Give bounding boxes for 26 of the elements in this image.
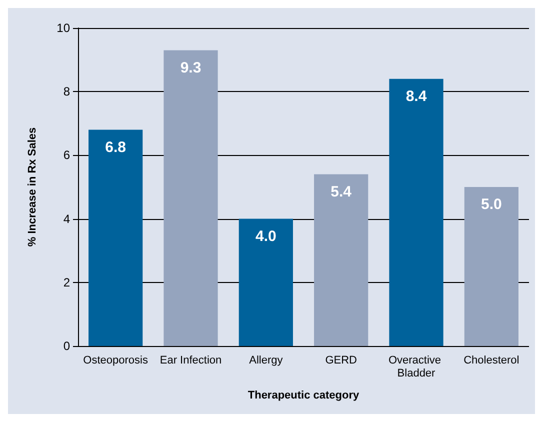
y-tick-label: 6 <box>63 148 70 162</box>
y-tick-label: 8 <box>63 84 70 99</box>
x-tick-label: GERD <box>325 354 358 366</box>
y-tick-label: 2 <box>63 275 70 290</box>
bar <box>389 78 444 346</box>
bar <box>164 50 218 346</box>
data-label: 6.8 <box>105 138 126 156</box>
x-tick-label: Allergy <box>249 354 284 366</box>
y-tick-label: 4 <box>63 212 70 226</box>
data-label: 5.0 <box>480 196 502 213</box>
x-tick-label: Cholesterol <box>464 354 520 366</box>
x-tick-label: Osteoporosis <box>83 354 148 366</box>
x-axis-title: Therapeutic category <box>248 390 360 402</box>
bar <box>464 187 518 346</box>
x-tick-label: Ear Infection <box>160 354 222 366</box>
bar <box>314 174 368 346</box>
x-tick-label: Overactive Bladder <box>388 354 444 380</box>
bar <box>88 130 143 346</box>
data-label: 8.4 <box>406 88 428 105</box>
y-axis-title: % Increase in Rx Sales <box>26 127 38 247</box>
y-tick-label: 0 <box>63 339 70 353</box>
data-label: 4.0 <box>255 228 276 245</box>
bar <box>238 218 293 346</box>
data-label: 5.4 <box>330 183 352 200</box>
y-tick-label: 10 <box>56 21 70 35</box>
data-label: 9.3 <box>180 59 202 76</box>
